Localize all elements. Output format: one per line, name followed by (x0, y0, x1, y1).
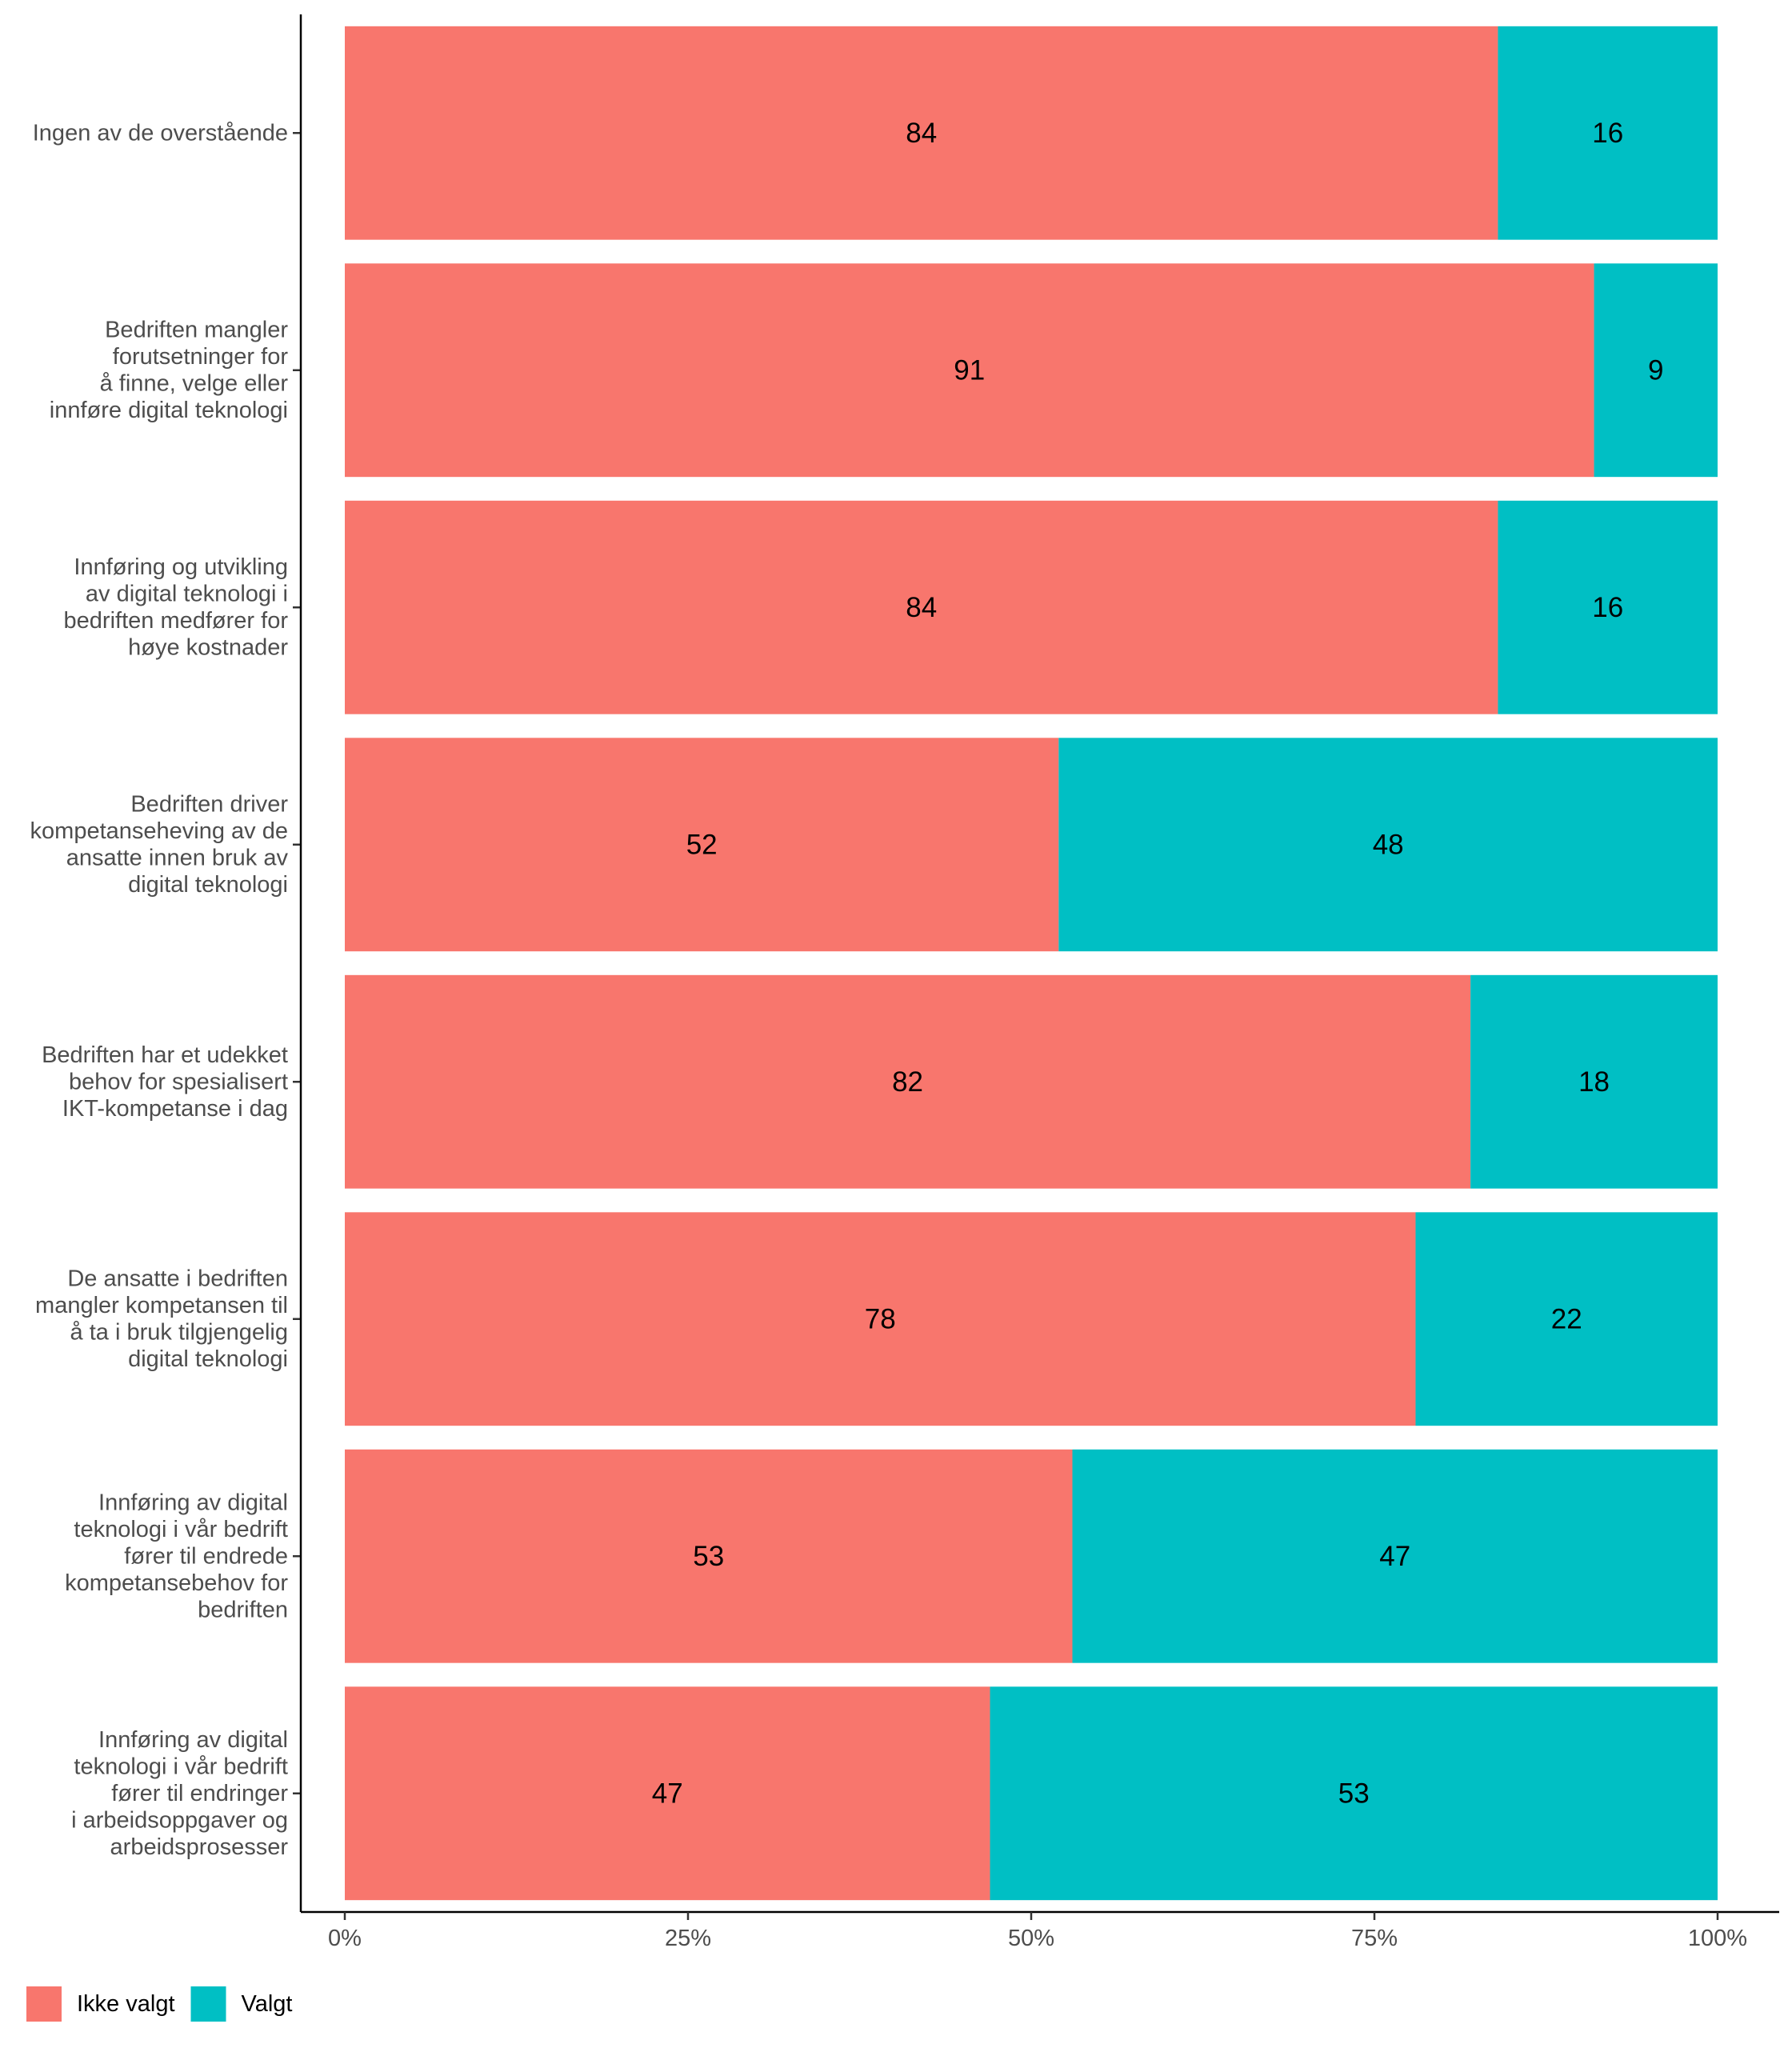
category-label: Innføring av digital teknologi i vår bedr… (71, 1727, 288, 1860)
bar-value-label: 78 (865, 1303, 896, 1334)
bar-valgt-1 (1594, 263, 1718, 478)
category-label-line: Bedriften har et udekket (42, 1042, 288, 1068)
category-label-line: Bedriften driver (130, 792, 288, 818)
bar-valgt-6 (1072, 1449, 1718, 1663)
bar-value-label: 47 (1379, 1541, 1410, 1572)
category-label-line: Innføring av digital (98, 1490, 288, 1515)
bar-valgt-3 (1058, 738, 1718, 952)
category-label-line: ansatte innen bruk av (66, 846, 289, 871)
category-label-line: digital teknologi (128, 1346, 288, 1372)
x-tick-label: 75% (1351, 1926, 1398, 1951)
bar-value-label: 82 (892, 1066, 923, 1098)
category-label: Innføring av digital teknologi i vår bedr… (65, 1490, 288, 1622)
bar-valgt-5 (1415, 1212, 1718, 1426)
x-tick-label: 25% (665, 1926, 711, 1951)
category-label-line: høye kostnader (128, 635, 288, 661)
category-label-line: fører til endringer (111, 1781, 288, 1806)
bar-valgt-0 (1498, 26, 1718, 240)
legend-key-valgt (190, 1986, 226, 2022)
category-label-line: behov for spesialisert (69, 1069, 288, 1094)
category-label-line: teknologi i vår bedrift (74, 1517, 288, 1542)
category-label-line: av digital teknologi i (86, 582, 288, 607)
x-tick-label: 0% (328, 1926, 362, 1951)
legend-label: Valgt (242, 1991, 293, 2017)
category-label-line: Innføring av digital (98, 1727, 288, 1753)
bar-value-label: 84 (906, 118, 937, 149)
bar-value-label: 47 (652, 1778, 683, 1809)
bar-value-label: 91 (954, 354, 985, 386)
bar-valgt-2 (1498, 500, 1718, 714)
bar-value-label: 53 (693, 1541, 724, 1572)
category-label-line: mangler kompetansen til (35, 1293, 288, 1318)
category-label: Innføring og utvikling av digital teknolo… (64, 554, 289, 661)
bar-value-label: 16 (1592, 592, 1623, 623)
bar-value-label: 84 (906, 592, 937, 623)
bar-ikke-valgt-5 (345, 1212, 1416, 1426)
bar-value-label: 16 (1592, 118, 1623, 149)
category-label-line: arbeidsprosesser (110, 1834, 289, 1860)
bar-valgt-4 (1470, 974, 1718, 1189)
bar-ikke-valgt-7 (345, 1686, 990, 1901)
bar-value-label: 52 (686, 829, 718, 860)
category-label-line: De ansatte i bedriften (67, 1266, 288, 1292)
category-label: De ansatte i bedriften mangler kompetanse… (35, 1266, 288, 1373)
bars-layer (345, 26, 1718, 1901)
category-label: Bedriften har et udekket behov for spesia… (42, 1042, 288, 1122)
category-label-line: å finne, velge eller (100, 371, 289, 397)
x-tick-label: 50% (1008, 1926, 1054, 1951)
category-label-line: bedriften (198, 1597, 288, 1622)
category-label-line: kompetansebehov for (65, 1570, 288, 1596)
bar-value-label: 18 (1578, 1066, 1610, 1098)
bar-ikke-valgt-6 (345, 1449, 1073, 1663)
category-label-line: teknologi i vår bedrift (74, 1754, 288, 1779)
bar-value-label: 9 (1648, 354, 1663, 386)
category-label: Bedriften mangler forutsetninger for å fin… (50, 318, 289, 424)
category-label-line: kompetanseheving av de (30, 818, 288, 844)
bar-labels-layer: 84 16 91 9 84 16 52 48 82 18 78 22 53 47 47 53 (652, 118, 1664, 1810)
bar-value-label: 48 (1373, 829, 1404, 860)
category-label-line: Ingen av de overstående (33, 120, 288, 146)
bar-ikke-valgt-4 (345, 974, 1471, 1189)
bar-ikke-valgt-0 (345, 26, 1498, 240)
category-label: Bedriften driver kompetanseheving av de an… (30, 792, 289, 898)
legend-label: Ikke valgt (77, 1991, 175, 2017)
bar-value-label: 22 (1551, 1303, 1582, 1334)
x-tick-label: 100% (1688, 1926, 1747, 1951)
bar-ikke-valgt-3 (345, 738, 1059, 952)
legend: Ikke valgt Valgt (26, 1986, 292, 2022)
bar-value-label: 53 (1338, 1778, 1370, 1809)
category-label-line: bedriften medfører for (64, 608, 289, 634)
bar-valgt-7 (990, 1686, 1718, 1901)
category-label: Ingen av de overstående (33, 120, 288, 146)
category-label-line: digital teknologi (128, 872, 288, 898)
category-label-line: forutsetninger for (113, 344, 289, 370)
x-axis: 0% 25% 50% 75% 100% (301, 1910, 1779, 1951)
category-label-line: IKT-kompetanse i dag (62, 1096, 288, 1122)
category-label-line: i arbeidsoppgaver og (71, 1807, 288, 1833)
y-axis: Ingen av de overstående Bedriften mangler… (30, 14, 302, 1912)
category-label-line: Innføring og utvikling (74, 554, 288, 580)
bar-ikke-valgt-2 (345, 500, 1498, 714)
category-label-line: fører til endrede (124, 1543, 288, 1569)
category-label-line: Bedriften mangler (105, 318, 288, 343)
category-label-line: å ta i bruk tilgjengelig (70, 1320, 288, 1346)
category-label-line: innføre digital teknologi (50, 398, 288, 423)
bar-ikke-valgt-1 (345, 263, 1594, 478)
legend-key-ikke-valgt (26, 1986, 62, 2022)
